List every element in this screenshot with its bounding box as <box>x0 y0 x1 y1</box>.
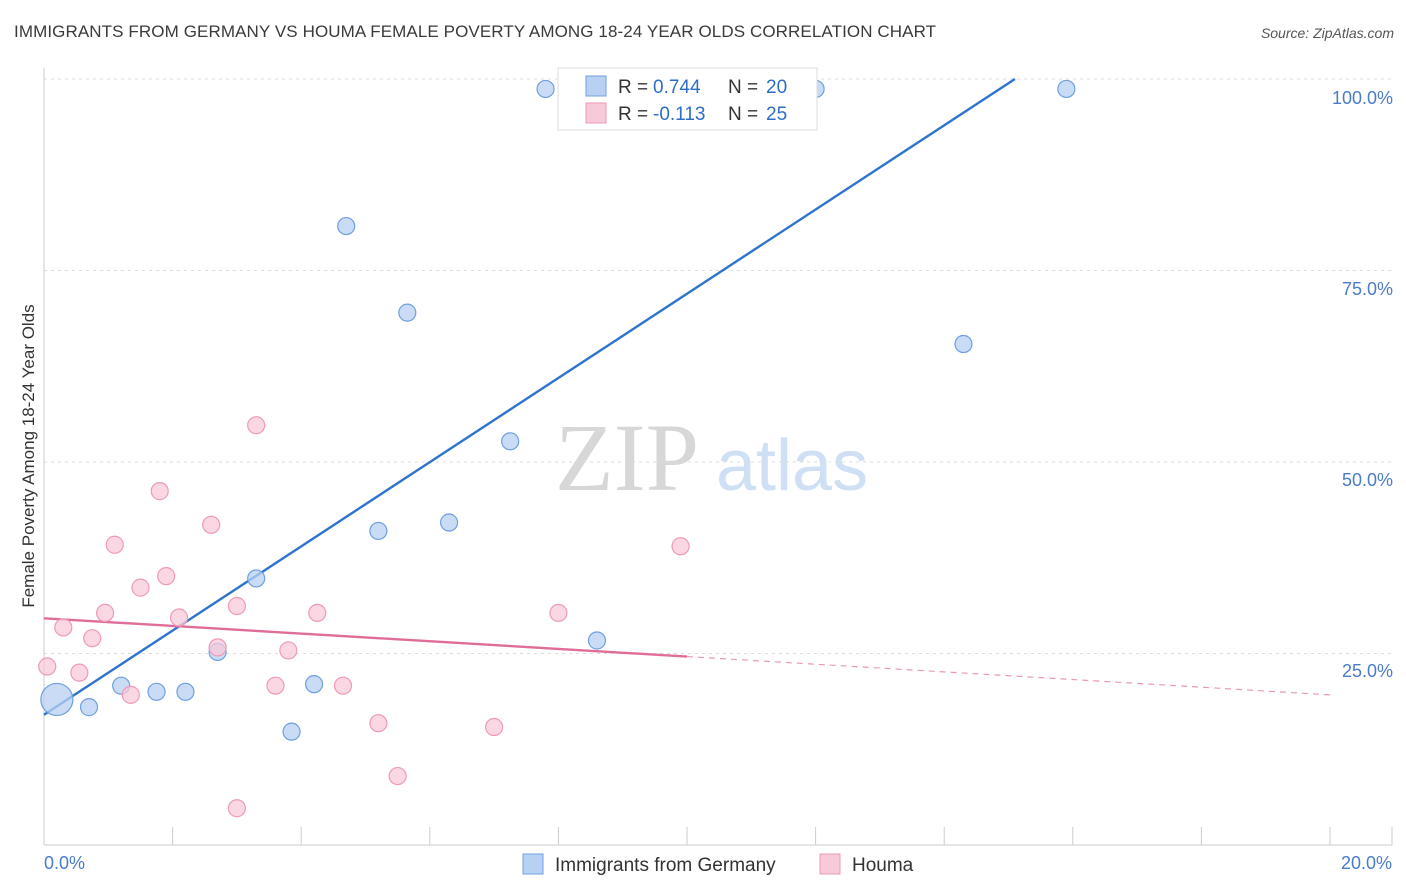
point-houma-14 <box>247 416 266 435</box>
point-germany-13 <box>501 432 520 451</box>
y-tick-label-75: 75.0% <box>1342 279 1393 299</box>
point-germany-10 <box>369 521 388 541</box>
correlation-legend: R = 0.744 N = 20 R = -0.113 N = 25 <box>557 67 818 131</box>
legend-r-label-houma: R = <box>618 104 648 125</box>
legend-r-label-germany: R = <box>618 77 648 98</box>
point-germany-11 <box>398 303 417 322</box>
point-germany-3 <box>147 682 166 701</box>
point-germany-19 <box>1057 79 1076 99</box>
trend-line-germany <box>43 77 1016 716</box>
point-germany-0 <box>40 682 74 717</box>
watermark-atlas: atlas <box>716 426 868 506</box>
legend-r-value-germany: 0.744 <box>653 77 701 98</box>
y-tick-label-100: 100.0% <box>1332 88 1393 108</box>
point-germany-1 <box>79 698 99 717</box>
watermark-zip: ZIP <box>555 404 699 511</box>
axes <box>43 68 1393 846</box>
point-germany-14 <box>536 79 555 99</box>
point-houma-16 <box>266 676 285 695</box>
gridlines <box>44 78 1392 654</box>
point-houma-18 <box>308 603 327 623</box>
point-houma-22 <box>485 717 504 737</box>
y-tick-label-25: 25.0% <box>1342 661 1393 681</box>
point-houma-9 <box>157 567 176 586</box>
point-houma-11 <box>202 515 221 534</box>
series-legend: Immigrants from Germany Houma <box>522 853 914 876</box>
bottom-legend-swatch-houma <box>819 853 841 875</box>
chart-title: IMMIGRANTS FROM GERMANY VS HOUMA FEMALE … <box>14 22 937 41</box>
point-houma-3 <box>83 629 102 648</box>
point-houma-4 <box>95 603 115 623</box>
point-houma-12 <box>208 638 227 657</box>
x-tick-label-min: 0.0% <box>44 853 85 873</box>
y-tick-label-50: 50.0% <box>1342 470 1393 490</box>
legend-r-value-houma: -0.113 <box>653 104 705 125</box>
point-houma-17 <box>279 641 298 660</box>
point-germany-4 <box>176 682 195 701</box>
trend-line-houma <box>43 617 688 658</box>
point-houma-0 <box>38 657 57 676</box>
bottom-legend-swatch-germany <box>522 853 544 875</box>
legend-swatch-houma <box>585 102 607 124</box>
y-axis-title: Female Poverty Among 18-24 Year Olds <box>19 304 38 607</box>
point-germany-16 <box>587 631 607 650</box>
point-germany-7 <box>282 722 301 741</box>
point-houma-1 <box>54 618 73 637</box>
point-houma-21 <box>388 766 407 786</box>
point-houma-15 <box>227 596 246 616</box>
point-germany-8 <box>304 675 324 694</box>
x-tick-label-max: 20.0% <box>1341 853 1392 873</box>
bottom-legend-label-houma: Houma <box>852 855 914 876</box>
trend-lines <box>43 77 1331 716</box>
legend-swatch-germany <box>585 75 607 97</box>
point-germany-9 <box>337 216 356 236</box>
data-points <box>38 79 1076 818</box>
point-houma-24 <box>671 537 690 556</box>
point-germany-6 <box>247 569 266 588</box>
legend-n-value-houma: 25 <box>766 104 787 125</box>
point-germany-12 <box>439 513 459 532</box>
point-germany-18 <box>954 334 973 354</box>
trend-line-dashed-houma <box>686 655 1331 696</box>
source-label: Source: ZipAtlas.com <box>1260 25 1394 41</box>
point-houma-23 <box>549 603 568 623</box>
point-houma-19 <box>333 676 353 695</box>
legend-n-value-germany: 20 <box>766 77 787 98</box>
legend-n-label-germany: N = <box>728 77 758 98</box>
point-houma-20 <box>369 714 388 733</box>
point-houma-7 <box>131 578 150 597</box>
point-houma-2 <box>70 663 89 682</box>
legend-n-label-houma: N = <box>728 104 758 125</box>
point-houma-5 <box>105 535 124 554</box>
point-houma-8 <box>150 482 169 501</box>
point-houma-13 <box>227 799 246 818</box>
bottom-legend-label-germany: Immigrants from Germany <box>555 855 776 876</box>
point-houma-10 <box>169 608 189 627</box>
point-houma-6 <box>121 685 140 704</box>
